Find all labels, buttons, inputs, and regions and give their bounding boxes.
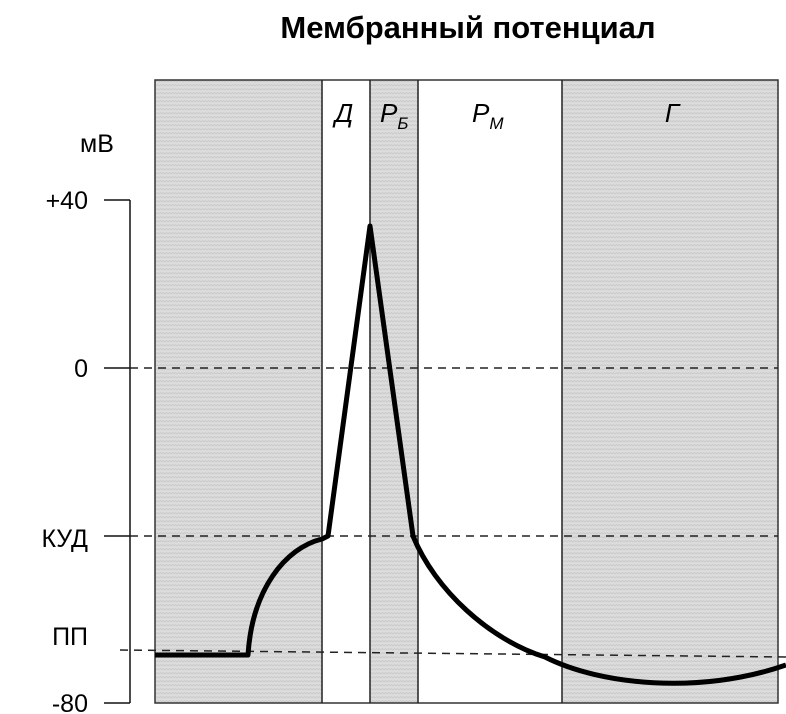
- y-label-rest: ПП: [52, 623, 88, 651]
- y-label-threshold: КУД: [41, 525, 88, 553]
- y-unit-label: мВ: [80, 130, 114, 158]
- region-hyperpolarization: [562, 80, 778, 703]
- phase-label-g: Г: [665, 98, 681, 128]
- diagram-title: Мембранный потенциал: [280, 10, 655, 45]
- region-slow-repolarization: [418, 80, 562, 703]
- phase-label-rm: РМ: [472, 98, 504, 133]
- y-label-plus40: +40: [46, 187, 88, 215]
- y-label-minus80: -80: [52, 690, 88, 714]
- action-potential-curve: [155, 223, 786, 686]
- y-label-zero: 0: [74, 355, 88, 383]
- phase-label-d: Д: [332, 98, 353, 128]
- phase-label-rb: РБ: [380, 98, 408, 133]
- region-rest: [155, 80, 322, 703]
- phase-dividers: [321, 80, 563, 703]
- y-axis: [104, 199, 131, 704]
- plot-frame: [154, 79, 779, 704]
